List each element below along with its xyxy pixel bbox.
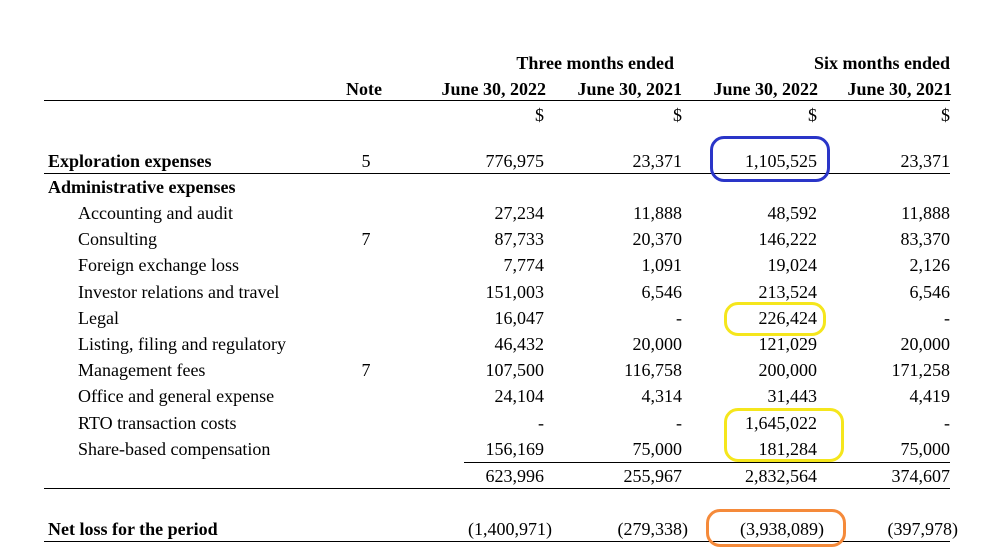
header-three-months: Three months ended xyxy=(516,53,674,73)
admin-item-v1: - xyxy=(538,413,544,433)
admin-item-v3: 226,424 xyxy=(758,308,818,328)
admin-item-v4: 6,546 xyxy=(909,282,951,302)
currency-col1: $ xyxy=(535,105,544,125)
header-col3: June 30, 2022 xyxy=(713,79,818,99)
admin-item-v3: 1,645,022 xyxy=(745,413,817,433)
admin-total-v2: 255,967 xyxy=(623,466,683,486)
admin-item-v3: 19,024 xyxy=(767,255,818,275)
net-loss-rule xyxy=(44,541,950,542)
admin-item-v1: 7,774 xyxy=(503,255,545,275)
admin-item-v4: 83,370 xyxy=(900,229,951,249)
admin-item-label: Listing, filing and regulatory xyxy=(78,334,286,354)
admin-item-label: Accounting and audit xyxy=(78,203,233,223)
admin-item-v3: 200,000 xyxy=(758,360,818,380)
admin-item-label: Foreign exchange loss xyxy=(78,255,239,275)
admin-item-v1: 27,234 xyxy=(494,203,545,223)
admin-item-v1: 151,003 xyxy=(485,282,545,302)
highlight-orange-netloss xyxy=(706,509,846,547)
admin-item-v3: 213,524 xyxy=(758,282,818,302)
net-loss-v3: (3,938,089) xyxy=(740,519,824,539)
header-six-months: Six months ended xyxy=(813,53,950,73)
admin-total-v1: 623,996 xyxy=(485,466,545,486)
exploration-v1: 776,975 xyxy=(485,151,545,171)
admin-item-note: 7 xyxy=(361,360,371,380)
header-note: Note xyxy=(346,79,382,99)
admin-item-v3: 31,443 xyxy=(767,386,818,406)
highlight-yellow-legal xyxy=(724,302,826,336)
subtotal-rule xyxy=(464,462,950,463)
admin-item-v4: 171,258 xyxy=(891,360,951,380)
admin-item-v3: 146,222 xyxy=(758,229,818,249)
admin-item-v4: 11,888 xyxy=(901,203,950,223)
net-loss-v2: (279,338) xyxy=(617,519,689,539)
net-loss-v4: (397,978) xyxy=(887,519,959,539)
admin-item-v1: 107,500 xyxy=(485,360,545,380)
admin-item-label: Consulting xyxy=(78,229,158,249)
admin-item-v4: - xyxy=(944,308,950,328)
currency-col3: $ xyxy=(808,105,817,125)
net-loss-v1: (1,400,971) xyxy=(468,519,552,539)
exploration-v4: 23,371 xyxy=(900,151,951,171)
admin-item-v2: 75,000 xyxy=(632,439,683,459)
exploration-v2: 23,371 xyxy=(632,151,683,171)
total-rule xyxy=(44,488,950,489)
currency-col2: $ xyxy=(673,105,682,125)
exploration-label: Exploration expenses xyxy=(48,151,212,171)
admin-item-v2: 11,888 xyxy=(633,203,682,223)
highlight-blue-exploration xyxy=(710,136,830,182)
admin-item-label: Management fees xyxy=(78,360,206,380)
admin-item-v1: 46,432 xyxy=(494,334,545,354)
admin-item-v1: 16,047 xyxy=(494,308,545,328)
admin-item-v2: 6,546 xyxy=(641,282,683,302)
admin-item-v1: 87,733 xyxy=(494,229,545,249)
header-col4: June 30, 2021 xyxy=(847,79,952,99)
header-rule xyxy=(44,100,950,101)
admin-item-v4: - xyxy=(944,413,950,433)
exploration-note: 5 xyxy=(361,151,371,171)
admin-total-v4: 374,607 xyxy=(891,466,951,486)
header-col2: June 30, 2021 xyxy=(577,79,682,99)
admin-item-v4: 20,000 xyxy=(900,334,951,354)
admin-item-label: RTO transaction costs xyxy=(78,413,237,433)
admin-item-v2: 116,758 xyxy=(624,360,682,380)
net-loss-label: Net loss for the period xyxy=(48,519,218,539)
admin-item-v4: 2,126 xyxy=(909,255,951,275)
admin-item-v1: 156,169 xyxy=(485,439,545,459)
exploration-v3: 1,105,525 xyxy=(745,151,817,171)
header-col1: June 30, 2022 xyxy=(441,79,546,99)
admin-item-note: 7 xyxy=(361,229,371,249)
admin-total-v3: 2,832,564 xyxy=(745,466,817,486)
admin-item-v3: 181,284 xyxy=(758,439,818,459)
admin-item-label: Share-based compensation xyxy=(78,439,271,459)
admin-item-v4: 4,419 xyxy=(909,386,951,406)
admin-item-v2: 4,314 xyxy=(641,386,683,406)
admin-item-v1: 24,104 xyxy=(494,386,545,406)
highlight-yellow-rto xyxy=(724,408,844,462)
currency-col4: $ xyxy=(941,105,950,125)
admin-heading: Administrative expenses xyxy=(48,177,236,197)
admin-item-v2: - xyxy=(676,413,682,433)
exploration-rule xyxy=(44,173,950,174)
admin-item-v2: 20,000 xyxy=(632,334,683,354)
admin-item-label: Office and general expense xyxy=(78,386,275,406)
admin-item-label: Legal xyxy=(78,308,119,328)
admin-item-v2: 1,091 xyxy=(641,255,683,275)
admin-item-v3: 121,029 xyxy=(758,334,818,354)
admin-item-label: Investor relations and travel xyxy=(78,282,280,302)
admin-item-v4: 75,000 xyxy=(900,439,951,459)
admin-item-v3: 48,592 xyxy=(767,203,818,223)
admin-item-v2: - xyxy=(676,308,682,328)
admin-item-v2: 20,370 xyxy=(632,229,683,249)
